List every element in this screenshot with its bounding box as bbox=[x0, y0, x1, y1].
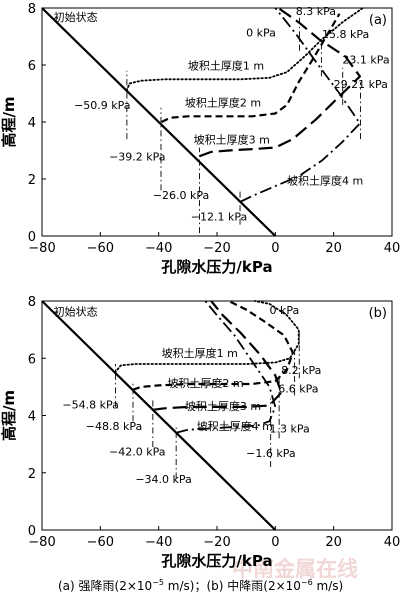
x-tick-label: −80 bbox=[28, 535, 55, 550]
annotation-label: 1.3 kPa bbox=[270, 423, 310, 436]
series-line bbox=[41, 7, 277, 237]
y-tick-label: 0 bbox=[28, 230, 36, 245]
y-axis-label: 高程/m bbox=[0, 390, 18, 441]
annotation-label: 8.3 kPa bbox=[296, 5, 336, 18]
x-tick-label: −80 bbox=[28, 241, 55, 256]
x-tick-label: 40 bbox=[384, 535, 400, 550]
y-tick-label: 8 bbox=[28, 295, 36, 310]
annotation-label: −42.0 kPa bbox=[109, 446, 165, 459]
x-tick-label: −40 bbox=[145, 241, 172, 256]
plot-frame bbox=[41, 7, 393, 237]
series-line bbox=[41, 300, 277, 531]
y-tick-label: 6 bbox=[28, 59, 36, 74]
annotation-label: −1.6 kPa bbox=[246, 447, 295, 460]
y-tick-label: 4 bbox=[28, 116, 36, 131]
series-line bbox=[114, 300, 300, 374]
x-tick-label: −20 bbox=[203, 241, 230, 256]
x-tick-label: −60 bbox=[87, 535, 114, 550]
series-line bbox=[175, 300, 277, 434]
watermark: 中南金属在线 bbox=[232, 557, 358, 581]
x-axis-label: 孔隙水压力/kPa bbox=[161, 552, 272, 570]
annotation-label: 23.1 kPa bbox=[342, 54, 389, 67]
y-tick-label: 2 bbox=[28, 467, 36, 482]
panel-label: (b) bbox=[369, 306, 387, 321]
annotation-label: 15.8 kPa bbox=[322, 28, 369, 41]
chart-panel-a: −80 −60 −40 −20 0 20 40 0 2 4 6 8 孔隙水压力/kPa 高程/m (a) 初始… bbox=[0, 2, 400, 276]
annotation-label: 初始状态 bbox=[54, 10, 98, 24]
annotation-label: −50.9 kPa bbox=[74, 99, 130, 112]
annotation-label: −12.1 kPa bbox=[191, 210, 247, 223]
x-tick-label: 20 bbox=[325, 535, 342, 550]
series-line bbox=[125, 7, 364, 92]
x-tick-label: 0 bbox=[271, 241, 279, 256]
x-tick-label: −40 bbox=[145, 535, 172, 550]
series-line bbox=[132, 300, 294, 391]
panel-label: (a) bbox=[369, 13, 387, 28]
x-tick-label: 40 bbox=[384, 241, 400, 256]
x-tick-label: 20 bbox=[325, 241, 342, 256]
annotation-label: 初始状态 bbox=[54, 304, 98, 318]
annotation-label: 6.6 kPa bbox=[278, 383, 318, 396]
series-line bbox=[152, 300, 283, 411]
annotation-label: 坡积土厚度2 m bbox=[185, 95, 261, 109]
annotation-label: −54.8 kPa bbox=[62, 398, 118, 411]
series-line bbox=[239, 7, 361, 203]
annotation-label: 0 kPa bbox=[246, 27, 276, 40]
y-tick-label: 0 bbox=[28, 524, 36, 539]
annotation-label: 坡积土厚度3 m bbox=[185, 399, 261, 413]
annotation-label: 坡积土厚度2 m bbox=[167, 376, 243, 390]
plot-frame bbox=[41, 300, 393, 531]
y-tick-label: 2 bbox=[28, 173, 36, 188]
figure-caption: (a) 强降雨(2×10−5 m/s)；(b) 中降雨(2×10−6 m/s) bbox=[58, 578, 343, 593]
y-tick-label: 8 bbox=[28, 2, 36, 17]
annotation-label: −39.2 kPa bbox=[109, 150, 165, 163]
x-tick-label: −60 bbox=[87, 241, 114, 256]
y-tick-label: 4 bbox=[28, 410, 36, 425]
series-line bbox=[161, 13, 341, 123]
y-tick-label: 6 bbox=[28, 352, 36, 367]
x-axis-label: 孔隙水压力/kPa bbox=[161, 258, 272, 276]
annotation-label: 0 kPa bbox=[270, 304, 300, 317]
chart-panel-b: −80 −60 −40 −20 0 20 40 0 2 4 6 8 孔隙水压力/kPa 高程/m (b) 初始… bbox=[0, 295, 400, 570]
annotation-label: −26.0 kPa bbox=[153, 189, 209, 202]
series-line bbox=[199, 7, 361, 158]
annotation-label: 29.21 kPa bbox=[334, 78, 388, 91]
x-tick-label: 0 bbox=[271, 535, 279, 550]
annotation-label: 坡积土厚度1 m bbox=[188, 58, 264, 72]
annotation-label: 坡积土厚度4 m bbox=[197, 419, 273, 433]
annotation-label: −48.8 kPa bbox=[86, 420, 142, 433]
y-axis-label: 高程/m bbox=[0, 96, 18, 147]
annotation-label: 坡积土厚度3 m bbox=[194, 132, 270, 146]
annotation-label: 坡积土厚度1 m bbox=[162, 346, 238, 360]
x-tick-label: −20 bbox=[203, 535, 230, 550]
annotation-label: 8.2 kPa bbox=[281, 364, 321, 377]
annotation-label: −34.0 kPa bbox=[135, 473, 191, 486]
annotation-label: 坡积土厚度4 m bbox=[287, 174, 363, 188]
